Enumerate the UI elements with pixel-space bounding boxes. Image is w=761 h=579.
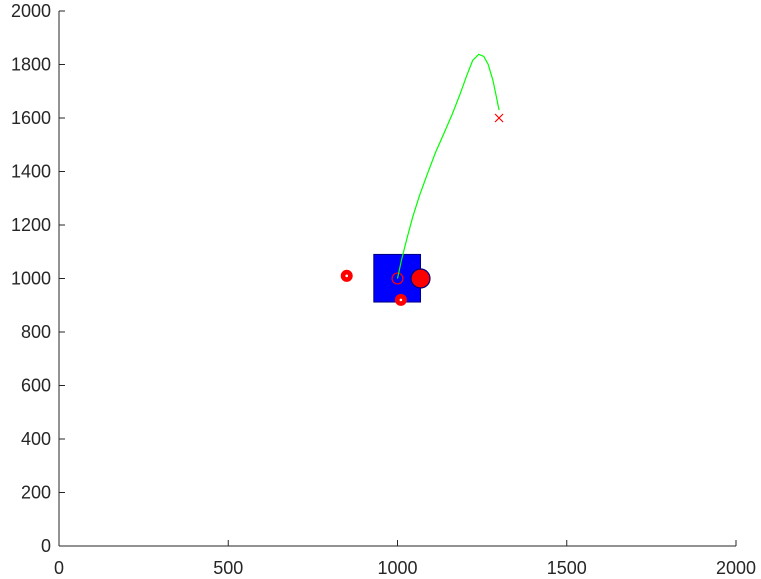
x-tick-label: 2000 (716, 558, 756, 578)
y-tick-label: 1600 (11, 108, 51, 128)
y-tick-label: 200 (21, 483, 51, 503)
circle-center-dot (345, 274, 349, 278)
axis-ticks: 0 500 1000 1500 2000 0 200 400 600 800 1000 1200 140… (11, 1, 756, 578)
y-tick-label: 600 (21, 376, 51, 396)
y-tick-label: 1800 (11, 55, 51, 75)
target-x-marker (494, 113, 504, 123)
y-tick-label: 1400 (11, 162, 51, 182)
circle-center-dot (399, 298, 403, 302)
y-tick-label: 2000 (11, 1, 51, 21)
y-tick-label: 1000 (11, 269, 51, 289)
x-tick-label: 500 (213, 558, 243, 578)
plot-area (340, 53, 504, 306)
axes (58, 11, 736, 547)
circle-marker (410, 268, 431, 289)
x-tick-label: 1500 (547, 558, 587, 578)
y-tick-label: 1200 (11, 215, 51, 235)
trajectory-line (396, 53, 500, 279)
x-tick-label: 0 (54, 558, 64, 578)
y-tick-label: 0 (41, 536, 51, 556)
y-tick-label: 400 (21, 429, 51, 449)
circle-marker (391, 272, 404, 285)
y-tick-label: 800 (21, 322, 51, 342)
x-tick-label: 1000 (377, 558, 417, 578)
